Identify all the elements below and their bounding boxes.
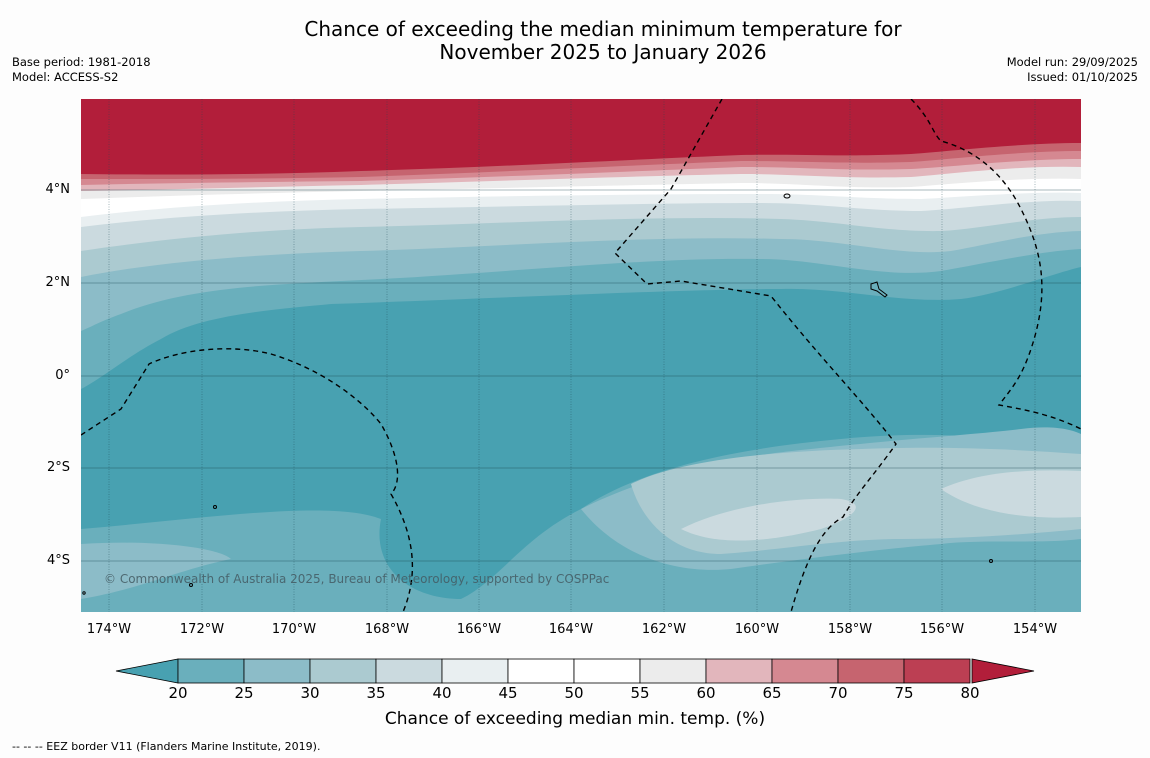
colorbar-cell: [441, 658, 509, 684]
graticule-lat: [81, 189, 1081, 562]
colorbar-cell: [243, 658, 311, 684]
meta-right: Model run: 29/09/2025 Issued: 01/10/2025: [1007, 55, 1138, 85]
eez-borders: [81, 99, 1081, 612]
lon-label-158w: 158°W: [827, 622, 873, 637]
lon-label-156w: 156°W: [919, 622, 965, 637]
colorbar-cell: [639, 658, 707, 684]
colorbar-tick: 45: [498, 684, 518, 702]
colorbar-tick: 50: [564, 684, 584, 702]
colorbar-tick: 20: [168, 684, 188, 702]
lon-label-164w: 164°W: [548, 622, 594, 637]
colorbar-tick: 30: [300, 684, 320, 702]
colorbar-tick: 40: [432, 684, 452, 702]
lat-label-4n: 4°N: [45, 182, 71, 197]
islands: [82, 193, 993, 595]
copyright-notice: © Commonwealth of Australia 2025, Bureau…: [104, 572, 610, 586]
lat-label-4s: 4°S: [46, 553, 70, 568]
colorbar-tick: 65: [762, 684, 782, 702]
colorbar-tick: 80: [960, 684, 980, 702]
map-title: Chance of exceeding the median minimum t…: [0, 18, 1150, 64]
colorbar-label: Chance of exceeding median min. temp. (%…: [384, 709, 766, 729]
colorbar-cell: [771, 658, 839, 684]
colorbar-tick: 75: [894, 684, 914, 702]
colorbar-cell: [309, 658, 377, 684]
field-above-75: [81, 99, 1081, 175]
eez-kiribati-gilberts: [81, 348, 414, 612]
lon-label-168w: 168°W: [364, 622, 410, 637]
colorbar-tick: 35: [366, 684, 386, 702]
map-panel[interactable]: [81, 99, 1081, 612]
colorbar-cell: [837, 658, 905, 684]
colorbar-cell: [177, 658, 245, 684]
colorbar-cell: [903, 658, 971, 684]
colorbar-over-triangle: [971, 658, 1035, 684]
eez-footnote: -- -- -- EEZ border V11 (Flanders Marine…: [12, 740, 321, 753]
eez-east: [910, 99, 1081, 430]
colorbar-cell: [375, 658, 443, 684]
lon-label-154w: 154°W: [1012, 622, 1058, 637]
model-name: Model: ACCESS-S2: [12, 70, 119, 84]
colorbar-cells: [177, 658, 971, 684]
lon-label-172w: 172°W: [179, 622, 225, 637]
field-40-45-b: [941, 470, 1081, 518]
island-kiritimati: [870, 281, 888, 298]
colorbar-cell: [573, 658, 641, 684]
island-4: [989, 559, 993, 563]
island-1: [783, 193, 791, 199]
colorbar-tick: 60: [696, 684, 716, 702]
colorbar-tick: 25: [234, 684, 254, 702]
colorbar-tick: 70: [828, 684, 848, 702]
field-30-35-southwest: [81, 542, 231, 599]
colorbar: [115, 658, 1035, 684]
field-40-45-a: [681, 498, 856, 541]
island-3: [189, 583, 193, 587]
colorbar-cell: [507, 658, 575, 684]
colorbar-under-triangle: [115, 658, 179, 684]
island-5: [82, 591, 86, 595]
model-run: Model run: 29/09/2025: [1006, 55, 1138, 69]
title-line-1: Chance of exceeding the median minimum t…: [304, 17, 902, 41]
lon-label-174w: 174°W: [86, 622, 132, 637]
island-2: [213, 505, 217, 509]
lon-label-162w: 162°W: [641, 622, 687, 637]
colorbar-tick: 55: [630, 684, 650, 702]
base-period: Base period: 1981-2018: [12, 55, 151, 69]
lon-label-166w: 166°W: [456, 622, 502, 637]
meta-left: Base period: 1981-2018 Model: ACCESS-S2: [12, 55, 151, 85]
lat-label-2s: 2°S: [46, 460, 70, 475]
colorbar-cell: [705, 658, 773, 684]
lat-label-2n: 2°N: [45, 275, 71, 290]
graticule: [108, 99, 1036, 612]
eez-line-islands: [614, 99, 897, 612]
title-line-2: November 2025 to January 2026: [439, 40, 767, 64]
lon-label-170w: 170°W: [271, 622, 317, 637]
lon-label-160w: 160°W: [734, 622, 780, 637]
map-canvas[interactable]: [81, 99, 1081, 612]
lat-label-0: 0°: [55, 368, 70, 383]
issued-date: Issued: 01/10/2025: [1027, 70, 1138, 84]
